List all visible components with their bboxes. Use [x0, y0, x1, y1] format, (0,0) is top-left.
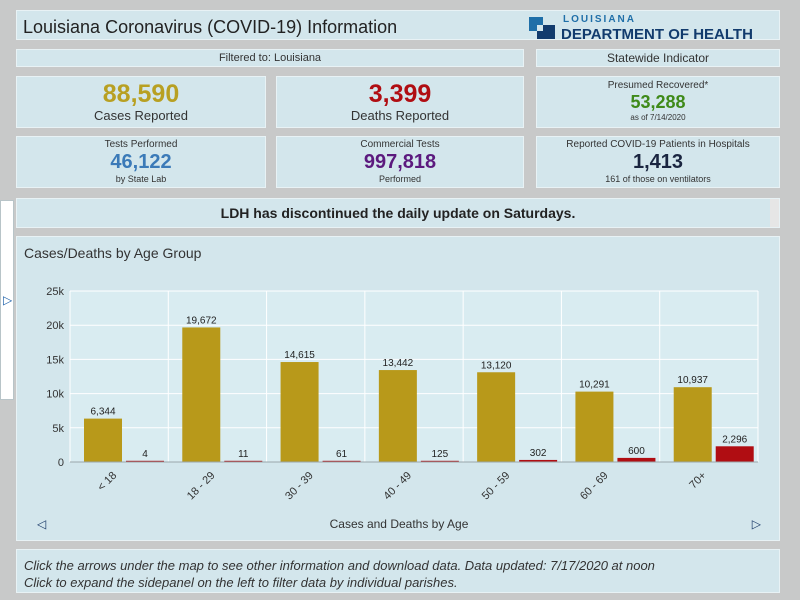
cases-data-label: 13,120 [481, 360, 512, 371]
cases-bar [477, 372, 516, 462]
cases-data-label: 14,615 [284, 350, 315, 361]
chart-panel: Cases/Deaths by Age Group 0 5k 10k 15k 20k 25… [16, 236, 780, 541]
deaths-bar [715, 446, 754, 462]
recovered-note: as of 7/14/2020 [630, 113, 686, 122]
filter-header: Filtered to: Louisiana [16, 49, 524, 67]
cases-bar [378, 370, 417, 462]
deaths-bar [126, 460, 164, 462]
footer-line-1: Click the arrows under the map to see ot… [24, 558, 655, 573]
commercial-note: Performed [378, 174, 422, 184]
commercial-card: Commercial Tests 997,818 Performed [276, 136, 524, 188]
x-tick-label: 60 - 69 [578, 470, 611, 503]
y-tick-label: 15k [46, 354, 64, 366]
deaths-bar [224, 460, 263, 462]
logo-dept-text: DEPARTMENT OF HEALTH [561, 26, 753, 39]
x-tick-label: 70+ [687, 470, 709, 492]
x-tick-label: < 18 [95, 470, 119, 494]
footer-info: Click the arrows under the map to see ot… [16, 549, 780, 593]
x-tick-label: 40 - 49 [381, 470, 414, 503]
cases-bar [182, 327, 221, 462]
y-tick-label: 25k [46, 286, 64, 298]
expand-right-icon[interactable]: ▷ [3, 293, 13, 307]
chart-title: Cases/Deaths by Age Group [24, 245, 202, 261]
cases-bar [673, 387, 712, 462]
logo-state-text: LOUISIANA [563, 14, 636, 25]
recovered-value: 53,288 [630, 92, 686, 112]
cases-data-label: 10,291 [579, 380, 610, 391]
tests-title: Tests Performed [104, 139, 178, 150]
cases-data-label: 13,442 [383, 358, 414, 369]
deaths-bar [322, 460, 361, 462]
hospital-title: Reported COVID-19 Patients in Hospitals [566, 139, 750, 150]
chart-nav-label: Cases and Deaths by Age [329, 517, 469, 531]
recovered-title: Presumed Recovered* [607, 80, 709, 91]
deaths-data-label: 125 [432, 449, 449, 460]
cases-card: 88,590 Cases Reported [16, 76, 266, 128]
deaths-data-label: 4 [142, 449, 148, 460]
title-bar: Louisiana Coronavirus (COVID-19) Informa… [16, 10, 780, 40]
cases-label: Cases Reported [94, 108, 188, 123]
cases-data-label: 19,672 [186, 315, 217, 326]
cases-bar [280, 362, 319, 462]
deaths-label: Deaths Reported [350, 108, 450, 123]
y-tick-label: 5k [52, 423, 64, 435]
y-tick-label: 0 [58, 457, 64, 469]
footer-line-2: Click to expand the sidepanel on the lef… [24, 575, 458, 590]
cases-bar [575, 391, 614, 462]
deaths-bar [617, 457, 656, 462]
deaths-card: 3,399 Deaths Reported [276, 76, 524, 128]
previous-arrow-icon[interactable]: ◁ [37, 517, 47, 531]
age-group-bar-chart: 0 5k 10k 15k 20k 25k 6,344 4 < 18 19,672 11 18 - 29… [46, 286, 759, 503]
ldh-logo: LOUISIANA DEPARTMENT OF HEALTH [525, 13, 777, 39]
chart-nav: ◁ Cases and Deaths by Age ▷ [29, 513, 769, 537]
tests-note: by State Lab [115, 174, 167, 184]
deaths-bar [420, 460, 459, 462]
x-tick-label: 30 - 39 [283, 470, 316, 503]
deaths-value: 3,399 [368, 80, 432, 108]
next-arrow-icon[interactable]: ▷ [751, 517, 761, 531]
y-tick-label: 20k [46, 320, 64, 332]
notice-scrollbar[interactable] [770, 199, 779, 227]
hospital-card: Reported COVID-19 Patients in Hospitals … [536, 136, 780, 188]
deaths-data-label: 302 [530, 448, 547, 459]
deaths-data-label: 61 [336, 449, 348, 460]
hospital-value: 1,413 [632, 151, 684, 173]
hospital-note: 161 of those on ventilators [605, 174, 711, 184]
deaths-data-label: 600 [628, 446, 645, 457]
recovered-card: Presumed Recovered* 53,288 as of 7/14/20… [536, 76, 780, 128]
commercial-value: 997,818 [363, 151, 437, 173]
notice-text: LDH has discontinued the daily update on… [220, 205, 576, 221]
ldh-logo-mark-icon [529, 17, 555, 39]
tests-value: 46,122 [110, 151, 172, 173]
deaths-bar [519, 459, 558, 462]
deaths-data-label: 11 [238, 449, 249, 460]
cases-data-label: 10,937 [677, 375, 708, 386]
y-tick-label: 10k [46, 389, 64, 401]
cases-data-label: 6,344 [90, 407, 115, 418]
sidepanel-toggle[interactable]: ▷ [0, 200, 14, 400]
page-title: Louisiana Coronavirus (COVID-19) Informa… [23, 17, 398, 37]
x-tick-label: 18 - 29 [185, 470, 218, 503]
commercial-title: Commercial Tests [360, 139, 440, 150]
x-tick-label: 50 - 59 [480, 470, 513, 503]
deaths-data-label: 2,296 [722, 434, 747, 445]
tests-card: Tests Performed 46,122 by State Lab [16, 136, 266, 188]
notice-banner: LDH has discontinued the daily update on… [16, 198, 780, 228]
cases-value: 88,590 [102, 80, 180, 108]
statewide-header: Statewide Indicator [536, 49, 780, 67]
cases-bar [84, 418, 122, 462]
